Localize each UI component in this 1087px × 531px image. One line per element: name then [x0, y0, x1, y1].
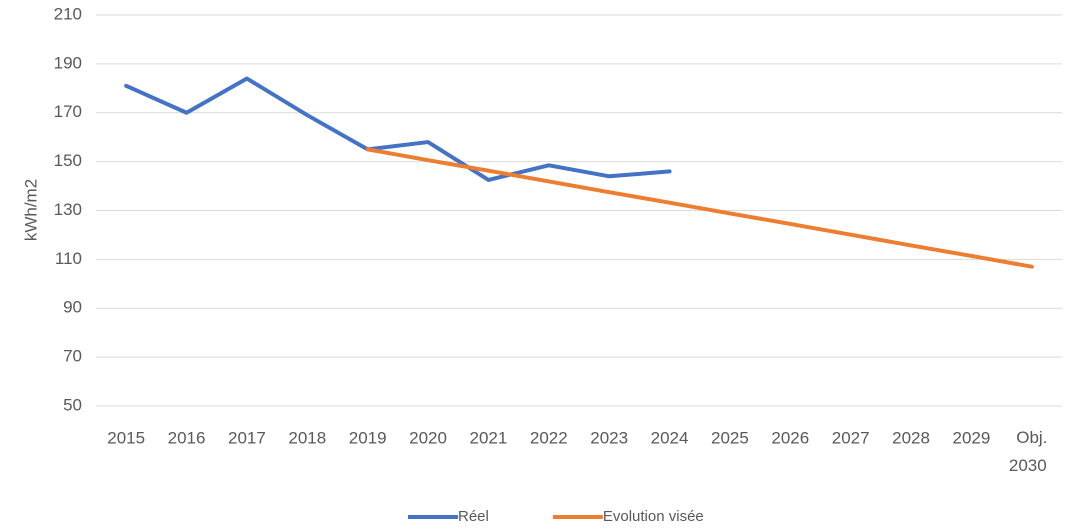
y-tick-label: 130 [54, 200, 82, 219]
legend-label: Evolution visée [603, 508, 704, 525]
x-tick-label: 2027 [832, 428, 870, 447]
x-tick-label: 2021 [470, 428, 508, 447]
y-tick-label: 210 [54, 4, 82, 23]
y-tick-label: 190 [54, 53, 82, 72]
y-tick-label: 90 [63, 298, 82, 317]
y-axis-label: kWh/m2 [21, 179, 40, 241]
x-tick-label: 2018 [288, 428, 326, 447]
x-tick-label: 2022 [530, 428, 568, 447]
x-tick-label: 2019 [349, 428, 387, 447]
x-tick-label: 2017 [228, 428, 266, 447]
y-tick-label: 110 [55, 249, 82, 268]
x-tick-label: 2016 [168, 428, 206, 447]
x-tick-label: 2020 [409, 428, 447, 447]
legend: Réel Evolution visée [408, 508, 704, 525]
series-line [365, 147, 1034, 269]
x-tick-label: Obj. 2030 [1009, 428, 1048, 475]
y-tick-label: 150 [54, 151, 82, 170]
x-tick-label: 2028 [892, 428, 930, 447]
x-tick-label: 2015 [107, 428, 145, 447]
x-tick-label: 2029 [953, 428, 991, 447]
y-tick-label: 170 [54, 102, 82, 121]
x-tick-label: 2026 [771, 428, 809, 447]
series-line [124, 76, 672, 182]
x-tick-label: 2024 [651, 428, 689, 447]
y-tick-label: 50 [63, 395, 82, 414]
x-tick-label: 2025 [711, 428, 749, 447]
x-tick-label: 2023 [590, 428, 628, 447]
y-tick-label: 70 [63, 347, 82, 366]
legend-label: Réel [458, 508, 489, 525]
